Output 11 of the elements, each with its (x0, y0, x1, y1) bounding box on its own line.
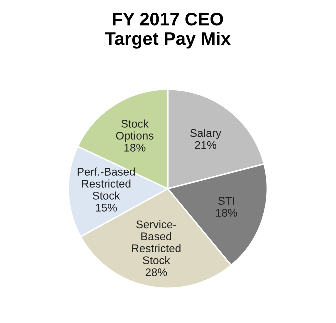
data-label: 18% (124, 144, 146, 152)
slice-label: STI (218, 197, 234, 206)
chart-title: FY 2017 CEO Target Pay Mix (105, 12, 231, 49)
data-label: 28% (146, 268, 168, 276)
data-label: 15% (96, 204, 118, 212)
slice-label: Perf.-Based Restricted Stock (78, 168, 135, 200)
slice-label: Salary (190, 129, 222, 140)
slice-label: Stock Options (116, 120, 154, 142)
slice-label: Service- Based Restricted Stock (132, 220, 181, 264)
data-label: 18% (216, 209, 238, 217)
data-label: 21% (195, 141, 217, 150)
